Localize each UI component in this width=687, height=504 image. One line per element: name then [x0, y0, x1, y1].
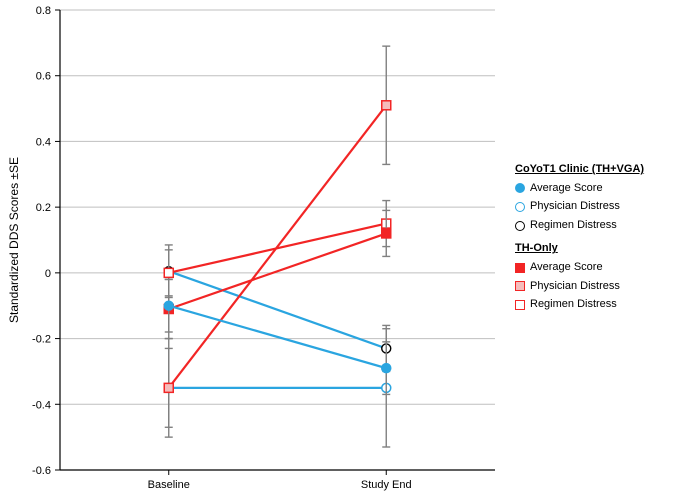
legend-swatch	[515, 263, 525, 273]
legend-swatch	[515, 221, 525, 231]
legend-item: Regimen Distress	[515, 296, 644, 314]
legend-label: Average Score	[530, 180, 603, 198]
legend-label: Physician Distress	[530, 198, 620, 216]
figure: -0.6 -0.4 -0.2 0 0.2 0.4 0.6 0.8 Baseline Study E…	[0, 0, 687, 504]
legend: CoYoT1 Clinic (TH+VGA)Average ScorePhysi…	[515, 155, 644, 315]
y-tick-label: 0.2	[36, 202, 51, 214]
legend-item: Average Score	[515, 180, 644, 198]
y-tick-label: -0.2	[32, 334, 51, 346]
y-tick-label: 0.6	[36, 71, 51, 83]
legend-item: Physician Distress	[515, 198, 644, 216]
y-axis-label: Standardized DDS Scores ±SE	[7, 157, 21, 323]
y-tick-label: 0.8	[36, 5, 51, 17]
legend-group-title: CoYoT1 Clinic (TH+VGA)	[515, 161, 644, 179]
legend-swatch	[515, 300, 525, 310]
legend-group-title: TH-Only	[515, 240, 644, 258]
y-tick-label: -0.6	[32, 465, 51, 477]
x-tick-label: Baseline	[148, 479, 190, 491]
legend-label: Regimen Distress	[530, 217, 617, 235]
y-tick-label: 0	[45, 268, 51, 280]
legend-label: Regimen Distress	[530, 296, 617, 314]
legend-item: Regimen Distress	[515, 217, 644, 235]
legend-item: Physician Distress	[515, 278, 644, 296]
x-tick-label: Study End	[361, 479, 412, 491]
y-tick-label: -0.4	[32, 399, 51, 411]
legend-swatch	[515, 202, 525, 212]
legend-label: Physician Distress	[530, 278, 620, 296]
legend-swatch	[515, 183, 525, 193]
legend-swatch	[515, 281, 525, 291]
legend-label: Average Score	[530, 259, 603, 277]
legend-item: Average Score	[515, 259, 644, 277]
y-tick-label: 0.4	[36, 136, 51, 148]
